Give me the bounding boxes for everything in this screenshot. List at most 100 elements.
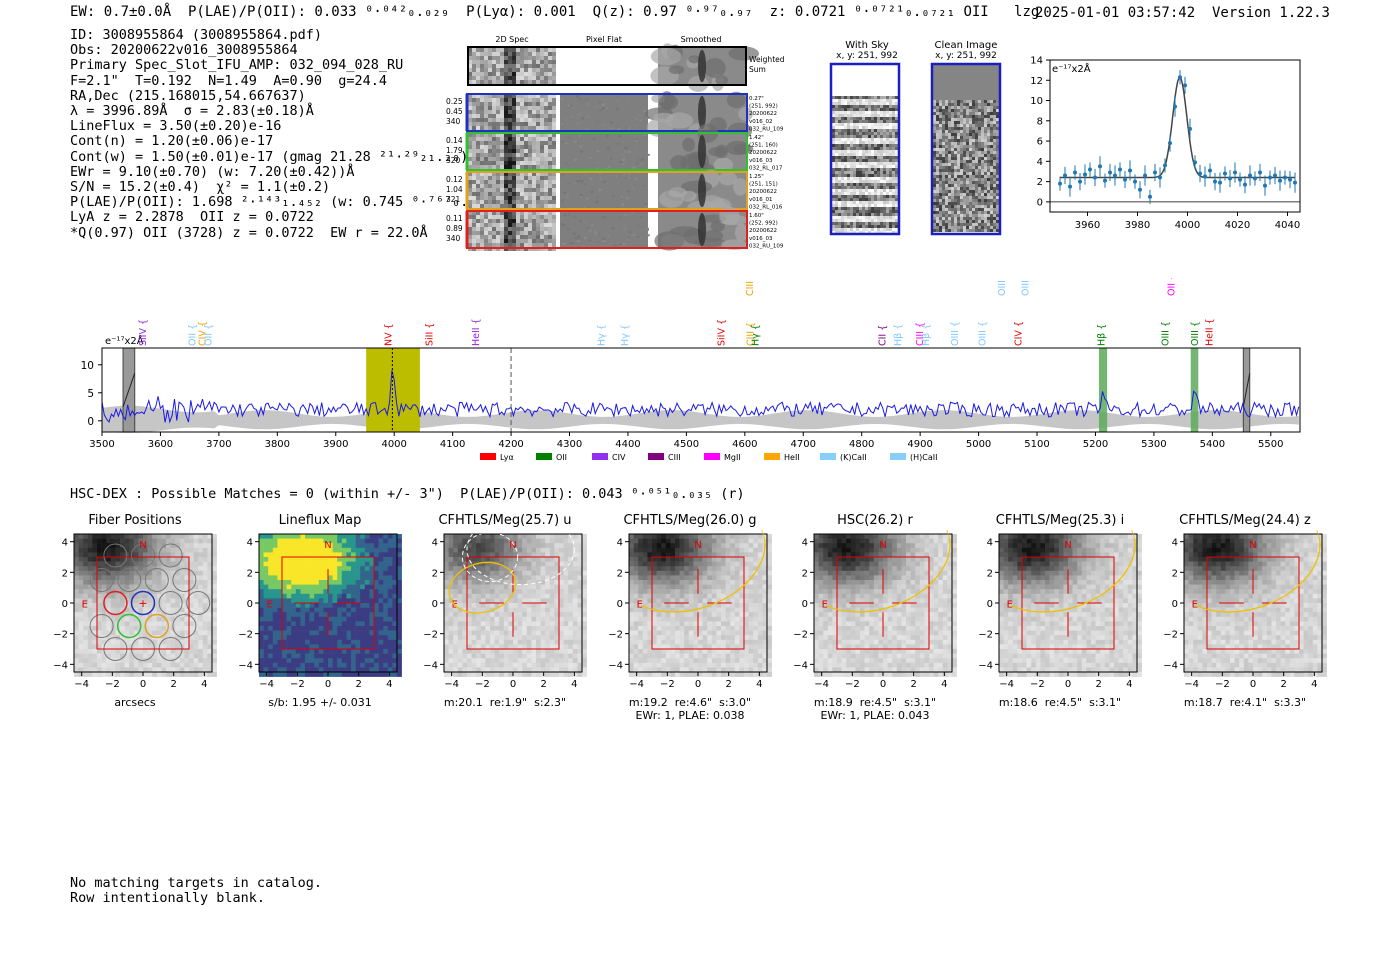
x-tick-label: 5500	[1258, 439, 1283, 450]
sky-pixel	[892, 102, 895, 105]
image-pixel	[161, 612, 167, 618]
pixel	[492, 172, 496, 176]
pixel	[524, 172, 528, 176]
image-pixel	[120, 552, 125, 558]
pixel	[512, 72, 516, 76]
sky-pixel	[835, 216, 838, 219]
clean-pixel	[957, 217, 960, 220]
x-tick-label: 3600	[148, 439, 173, 450]
sky-pixel	[841, 120, 844, 123]
image-pixel	[101, 630, 107, 636]
flux-pixel	[364, 543, 370, 549]
clean-pixel	[987, 220, 990, 223]
image-pixel	[147, 589, 153, 595]
sky-pixel	[874, 144, 877, 147]
clean-pixel	[981, 100, 984, 103]
sky-pixel	[853, 231, 856, 234]
clean-pixel	[963, 127, 966, 130]
clean-pixel	[978, 172, 981, 175]
flux-pixel	[355, 561, 361, 567]
flat-pixel	[585, 197, 589, 200]
image-pixel	[207, 630, 213, 636]
sky-pixel	[886, 231, 889, 234]
line-band	[1190, 348, 1199, 432]
image-pixel	[133, 603, 139, 608]
image-pixel	[101, 547, 107, 553]
image-pixel	[129, 543, 135, 549]
clean-pixel	[987, 124, 990, 127]
sky-pixel	[886, 207, 889, 210]
sky-pixel	[844, 117, 847, 120]
data-point	[1268, 175, 1272, 180]
pixel	[496, 211, 500, 215]
image-pixel	[78, 575, 84, 581]
sky-pixel	[859, 153, 862, 156]
clean-pixel	[972, 202, 975, 205]
clean-pixel	[948, 184, 951, 187]
sky-pixel	[859, 132, 862, 135]
clean-pixel	[978, 136, 981, 139]
clean-pixel	[987, 226, 990, 229]
flat-pixel	[644, 203, 648, 206]
weighted-sum-label: Sum	[749, 65, 766, 74]
sky-pixel	[850, 141, 853, 144]
pixel	[488, 200, 492, 204]
image-pixel	[198, 584, 204, 590]
image-pixel	[115, 639, 121, 645]
pixel	[532, 211, 536, 215]
image-pixel	[110, 593, 116, 599]
flux-pixel	[300, 570, 306, 576]
pixel	[528, 76, 532, 80]
sky-pixel	[886, 192, 889, 195]
flat-pixel	[607, 196, 611, 199]
legend-label: MgII	[724, 453, 741, 462]
pixel	[532, 239, 536, 243]
flux-pixel	[355, 534, 361, 539]
clean-pixel	[981, 220, 984, 223]
sky-pixel	[871, 189, 874, 192]
clean-pixel	[996, 220, 999, 223]
pixel	[524, 176, 528, 180]
row-meta: v016_03	[749, 236, 773, 242]
clean-pixel	[948, 151, 951, 154]
flux-pixel	[272, 575, 278, 581]
image-pixel	[143, 662, 148, 668]
clean-pixel	[933, 226, 936, 229]
flat-pixel	[569, 104, 573, 107]
pixel	[536, 94, 540, 98]
pixel	[472, 137, 476, 141]
sky-pixel	[832, 114, 835, 117]
pixel	[540, 94, 544, 98]
image-pixel	[115, 584, 121, 590]
sky-pixel	[880, 168, 883, 171]
clean-pixel	[990, 202, 993, 205]
sky-pixel	[886, 228, 889, 231]
sky-pixel	[832, 162, 835, 165]
clean-pixel	[978, 190, 981, 193]
clean-pixel	[993, 214, 996, 217]
sky-pixel	[838, 150, 841, 153]
pixel	[488, 215, 492, 219]
clean-pixel	[978, 202, 981, 205]
pixel	[524, 157, 528, 161]
flux-pixel	[364, 547, 370, 553]
image-pixel	[74, 607, 79, 613]
clean-pixel	[939, 229, 942, 232]
sky-pixel	[886, 144, 889, 147]
image-pixel	[143, 584, 148, 590]
flat-pixel	[598, 100, 602, 103]
image-pixel	[106, 534, 112, 539]
clean-pixel	[933, 160, 936, 163]
pixel	[552, 219, 556, 223]
image-pixel	[120, 566, 125, 572]
image-pixel	[83, 662, 89, 668]
image-pixel	[184, 547, 190, 553]
sky-pixel	[856, 99, 859, 102]
flux-pixel	[337, 557, 343, 562]
image-pixel	[138, 649, 144, 654]
image-pixel	[129, 593, 135, 599]
clean-pixel	[993, 181, 996, 184]
pixel	[512, 243, 516, 247]
clean-pixel	[969, 178, 972, 181]
sky-pixel	[838, 132, 841, 135]
